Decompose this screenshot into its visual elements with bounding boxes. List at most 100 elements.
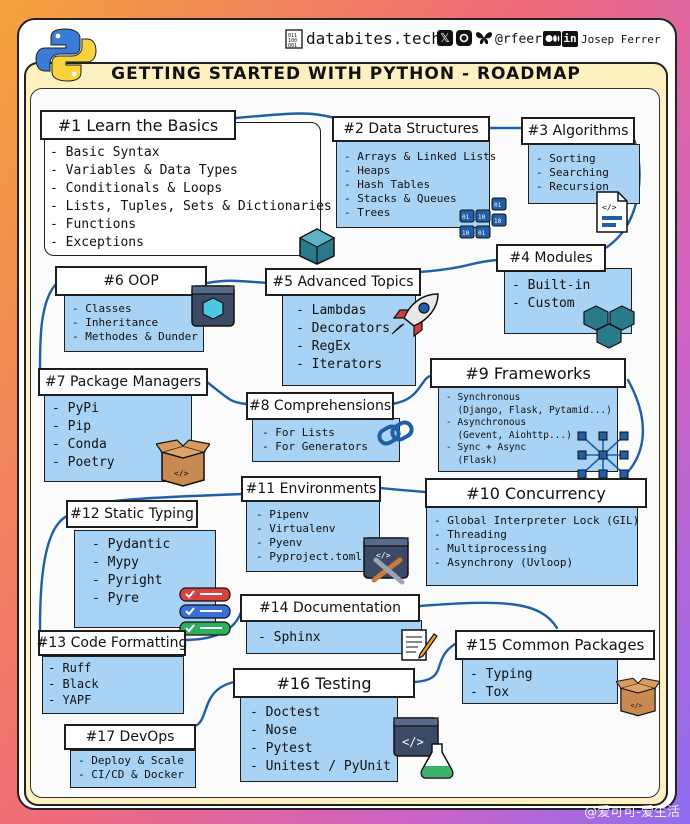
package-box-icon-2: </>: [616, 677, 660, 717]
step-16-list: - Doctest - Nose - Pytest - Unitest / Py…: [250, 704, 391, 776]
x-icon[interactable]: 𝕏: [437, 30, 453, 46]
step-4-list: - Built-in - Custom: [512, 277, 590, 313]
list-item: - Mypy: [92, 555, 139, 570]
svg-text:001: 001: [288, 43, 297, 49]
list-item: - Lists, Tuples, Sets & Dictionaries: [50, 199, 332, 214]
list-item: - Tox: [470, 685, 510, 700]
step-9-title[interactable]: #9 Frameworks: [430, 358, 626, 388]
svg-text:</>: </>: [174, 469, 189, 478]
step-11-title[interactable]: #11 Environments: [241, 476, 381, 502]
step-10-list: - Global Interpreter Lock (GIL) - Thread…: [434, 514, 639, 570]
step-13-list: - Ruff - Black - YAPF: [48, 660, 99, 708]
list-item: - Functions: [50, 217, 137, 232]
svg-text:10: 10: [494, 218, 502, 225]
step-4-title[interactable]: #4 Modules: [496, 244, 606, 272]
step-1-box: [44, 122, 321, 256]
list-item: - Threading: [434, 528, 507, 541]
list-item: - RegEx: [296, 339, 351, 354]
step-1-title[interactable]: #1 Learn the Basics: [40, 110, 236, 140]
step-17-title[interactable]: #17 DevOps: [64, 724, 196, 750]
package-box-icon: </>: [156, 439, 210, 487]
list-item: - Asynchronous: [446, 417, 527, 428]
list-item: - For Generators: [262, 440, 368, 453]
list-item: - Recursion: [536, 180, 609, 193]
list-item: - Searching: [536, 166, 609, 179]
step-12-title[interactable]: #12 Static Typing: [66, 500, 198, 528]
list-item: - Inheritance: [72, 316, 159, 329]
svg-text:10: 10: [478, 214, 486, 221]
list-item: - Pytest: [250, 741, 313, 756]
step-8-title[interactable]: #8 Comprehensions: [246, 392, 394, 420]
list-item: (Gevent, Aiohttp...): [446, 429, 572, 441]
list-item: - YAPF: [48, 693, 92, 707]
list-item: - Global Interpreter Lock (GIL): [434, 514, 640, 527]
python-logo-icon: [35, 28, 97, 82]
step-5-list: - Lambdas - Decorators - RegEx - Iterato…: [296, 302, 390, 374]
step-11-box: [246, 500, 380, 572]
step-6-list: - Classes - Inheritance - Methodes & Dun…: [72, 302, 198, 344]
step-16-title[interactable]: #16 Testing: [233, 668, 415, 698]
step-3-list: - Sorting - Searching - Recursion: [536, 152, 609, 194]
cube-icon: [298, 228, 336, 265]
tools-window-icon: </>: [363, 537, 409, 585]
page-title: GETTING STARTED WITH PYTHON - ROADMAP: [111, 64, 581, 84]
step-5-title[interactable]: #5 Advanced Topics: [265, 268, 421, 296]
butterfly-icon[interactable]: [475, 30, 493, 46]
list-item: - Sync + Async: [446, 442, 527, 453]
modules-cubes-icon: [583, 305, 635, 349]
network-grid-icon: [577, 431, 629, 479]
list-item: - Decorators: [296, 321, 390, 336]
svg-text:</>: </>: [631, 702, 643, 710]
document-pen-icon: [401, 629, 438, 661]
list-item: - Pip: [52, 419, 92, 434]
site-name[interactable]: databites.tech: [306, 29, 441, 48]
threads-icon[interactable]: [456, 30, 472, 46]
list-item: - Sorting: [536, 152, 596, 165]
step-3-box: [528, 144, 640, 204]
svg-text:01: 01: [478, 230, 486, 237]
handle[interactable]: @rfeers: [495, 32, 550, 47]
step-10-title[interactable]: #10 Concurrency: [425, 478, 647, 508]
list-item: - Arrays & Linked Lists: [344, 150, 497, 163]
medium-icon[interactable]: [543, 31, 561, 46]
step-14-list: - Sphinx: [258, 629, 321, 647]
list-item: - Built-in: [512, 278, 591, 293]
step-1-list: - Basic Syntax - Variables & Data Types …: [50, 144, 332, 252]
list-item: - Heaps: [344, 164, 391, 177]
step-7-title[interactable]: #7 Package Managers: [38, 368, 208, 396]
list-item: - Pydantic: [92, 537, 171, 552]
step-12-list: - Pydantic - Mypy - Pyright - Pyre: [92, 536, 170, 608]
step-7-list: - PyPi - Pip - Conda - Poetry: [52, 400, 115, 472]
step-15-title[interactable]: #15 Common Packages: [455, 630, 655, 660]
watermark: @爱可可-爱生活: [584, 805, 680, 820]
list-item: (Flask): [446, 454, 498, 466]
step-2-title[interactable]: #2 Data Structures: [332, 116, 490, 142]
step-11-list: - Pipenv - Virtualenv - Pyenv - Pyprojec…: [256, 508, 362, 564]
list-item: - Lambdas: [296, 303, 367, 318]
author-name: Josep Ferrer: [581, 33, 661, 46]
list-item: - CI/CD & Docker: [78, 768, 184, 781]
linkedin-icon[interactable]: in: [562, 31, 578, 47]
svg-text:</>: </>: [402, 735, 424, 749]
list-item: - Conda: [52, 437, 107, 452]
step-6-title[interactable]: #6 OOP: [55, 266, 207, 296]
list-item: - Pyenv: [256, 536, 303, 549]
code-document-icon: </>: [596, 191, 628, 233]
step-2-list: - Arrays & Linked Lists - Heaps - Hash T…: [344, 150, 496, 220]
list-item: - Pipenv: [256, 508, 309, 521]
rocket-icon: [391, 293, 439, 338]
svg-text:01: 01: [494, 202, 502, 209]
step-14-title[interactable]: #14 Documentation: [240, 594, 420, 622]
list-item: - Variables & Data Types: [50, 163, 238, 178]
list-item: - Black: [48, 677, 99, 691]
list-item: - Nose: [250, 723, 297, 738]
step-17-list: - Deploy & Scale - CI/CD & Docker: [78, 754, 184, 782]
step-3-title[interactable]: #3 Algorithms: [521, 117, 635, 145]
list-item: - Exceptions: [50, 235, 144, 250]
list-item: - Custom: [512, 296, 575, 311]
step-13-title[interactable]: #13 Code Formatting: [37, 630, 187, 656]
svg-text:</>: </>: [602, 203, 617, 212]
list-item: - Hash Tables: [344, 178, 431, 191]
list-item: - Unitest / PyUnit: [250, 759, 391, 774]
list-item: - Virtualenv: [256, 522, 336, 535]
